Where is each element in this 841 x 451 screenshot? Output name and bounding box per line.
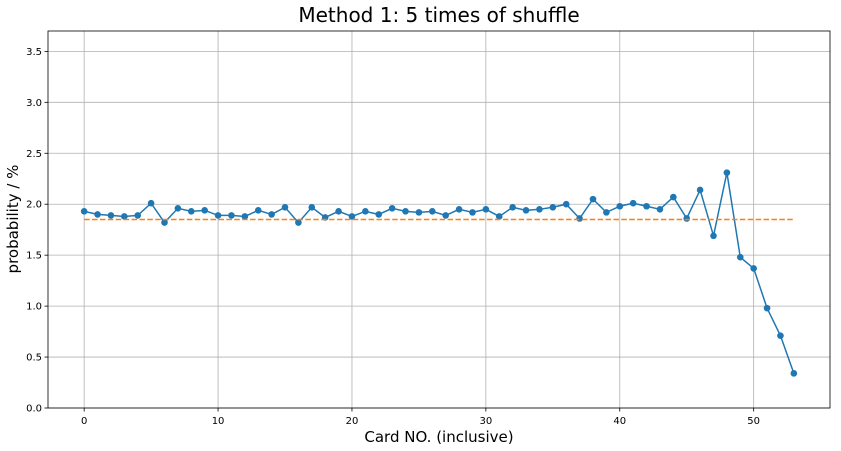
y-tick-label: 2.0 bbox=[26, 200, 42, 211]
y-tick-label: 1.0 bbox=[26, 302, 42, 313]
data-point bbox=[750, 265, 757, 272]
data-point bbox=[656, 206, 664, 213]
data-point bbox=[509, 203, 516, 211]
data-point bbox=[80, 208, 88, 215]
data-point bbox=[121, 213, 128, 220]
data-point bbox=[415, 209, 423, 216]
data-point bbox=[522, 207, 530, 214]
data-point bbox=[295, 219, 302, 226]
data-point bbox=[549, 203, 557, 211]
y-tick-label: 0.0 bbox=[26, 404, 42, 415]
x-tick-label: 50 bbox=[747, 416, 760, 427]
data-point bbox=[482, 206, 490, 213]
data-point bbox=[790, 370, 798, 377]
data-point bbox=[495, 213, 503, 220]
data-point bbox=[362, 208, 369, 215]
data-point bbox=[736, 253, 744, 261]
data-point bbox=[683, 215, 691, 222]
x-tick-label: 0 bbox=[81, 416, 87, 427]
data-point bbox=[562, 200, 570, 208]
data-point bbox=[696, 186, 704, 194]
y-tick-label: 3.0 bbox=[26, 98, 42, 109]
data-point bbox=[94, 211, 101, 218]
data-point bbox=[429, 208, 436, 215]
plot-frame bbox=[47, 30, 831, 409]
x-axis-label: Card NO. (inclusive) bbox=[364, 428, 513, 446]
data-point bbox=[134, 212, 142, 219]
x-tick-label: 10 bbox=[212, 416, 225, 427]
data-point bbox=[536, 206, 543, 213]
data-point bbox=[174, 204, 182, 212]
grid bbox=[48, 31, 830, 409]
chart-title: Method 1: 5 times of shuffle bbox=[298, 3, 579, 27]
data-point bbox=[268, 211, 275, 218]
axis-ticks: 0 10 20 30 40 50 0.0 0.5 1.0 1.5 2.0 2.5 3.0 3.5 bbox=[26, 47, 760, 427]
data-point bbox=[335, 208, 342, 215]
data-point bbox=[643, 202, 650, 210]
series-layer bbox=[80, 169, 798, 377]
data-point bbox=[241, 213, 249, 220]
data-point bbox=[201, 207, 208, 214]
data-point bbox=[281, 203, 289, 211]
data-point bbox=[763, 304, 771, 312]
data-point bbox=[723, 169, 731, 176]
data-point bbox=[455, 206, 463, 213]
data-point bbox=[254, 207, 262, 214]
y-axis-label: probability / % bbox=[4, 165, 22, 274]
data-point bbox=[375, 211, 383, 218]
data-point bbox=[402, 208, 409, 215]
data-point bbox=[469, 209, 476, 216]
data-point bbox=[348, 213, 356, 220]
y-tick-label: 1.5 bbox=[26, 251, 42, 262]
data-point bbox=[777, 332, 784, 339]
data-point bbox=[603, 209, 610, 216]
y-tick-label: 0.5 bbox=[26, 353, 42, 364]
x-tick-label: 20 bbox=[346, 416, 359, 427]
data-point bbox=[147, 199, 155, 207]
data-point bbox=[187, 208, 195, 215]
data-point bbox=[214, 212, 222, 219]
data-point bbox=[616, 202, 624, 210]
series-line bbox=[83, 172, 795, 374]
data-point bbox=[388, 204, 396, 212]
y-tick-label: 2.5 bbox=[26, 149, 42, 160]
data-point bbox=[629, 199, 637, 207]
y-tick-label: 3.5 bbox=[26, 47, 42, 58]
data-point bbox=[670, 193, 677, 201]
x-tick-label: 30 bbox=[479, 416, 492, 427]
data-point bbox=[442, 212, 449, 219]
data-point bbox=[576, 215, 583, 222]
data-point bbox=[161, 219, 168, 226]
data-point bbox=[107, 212, 115, 219]
data-point bbox=[710, 232, 717, 240]
data-point bbox=[308, 203, 316, 211]
data-point bbox=[589, 195, 597, 203]
x-tick-label: 40 bbox=[613, 416, 626, 427]
data-point bbox=[228, 212, 235, 219]
